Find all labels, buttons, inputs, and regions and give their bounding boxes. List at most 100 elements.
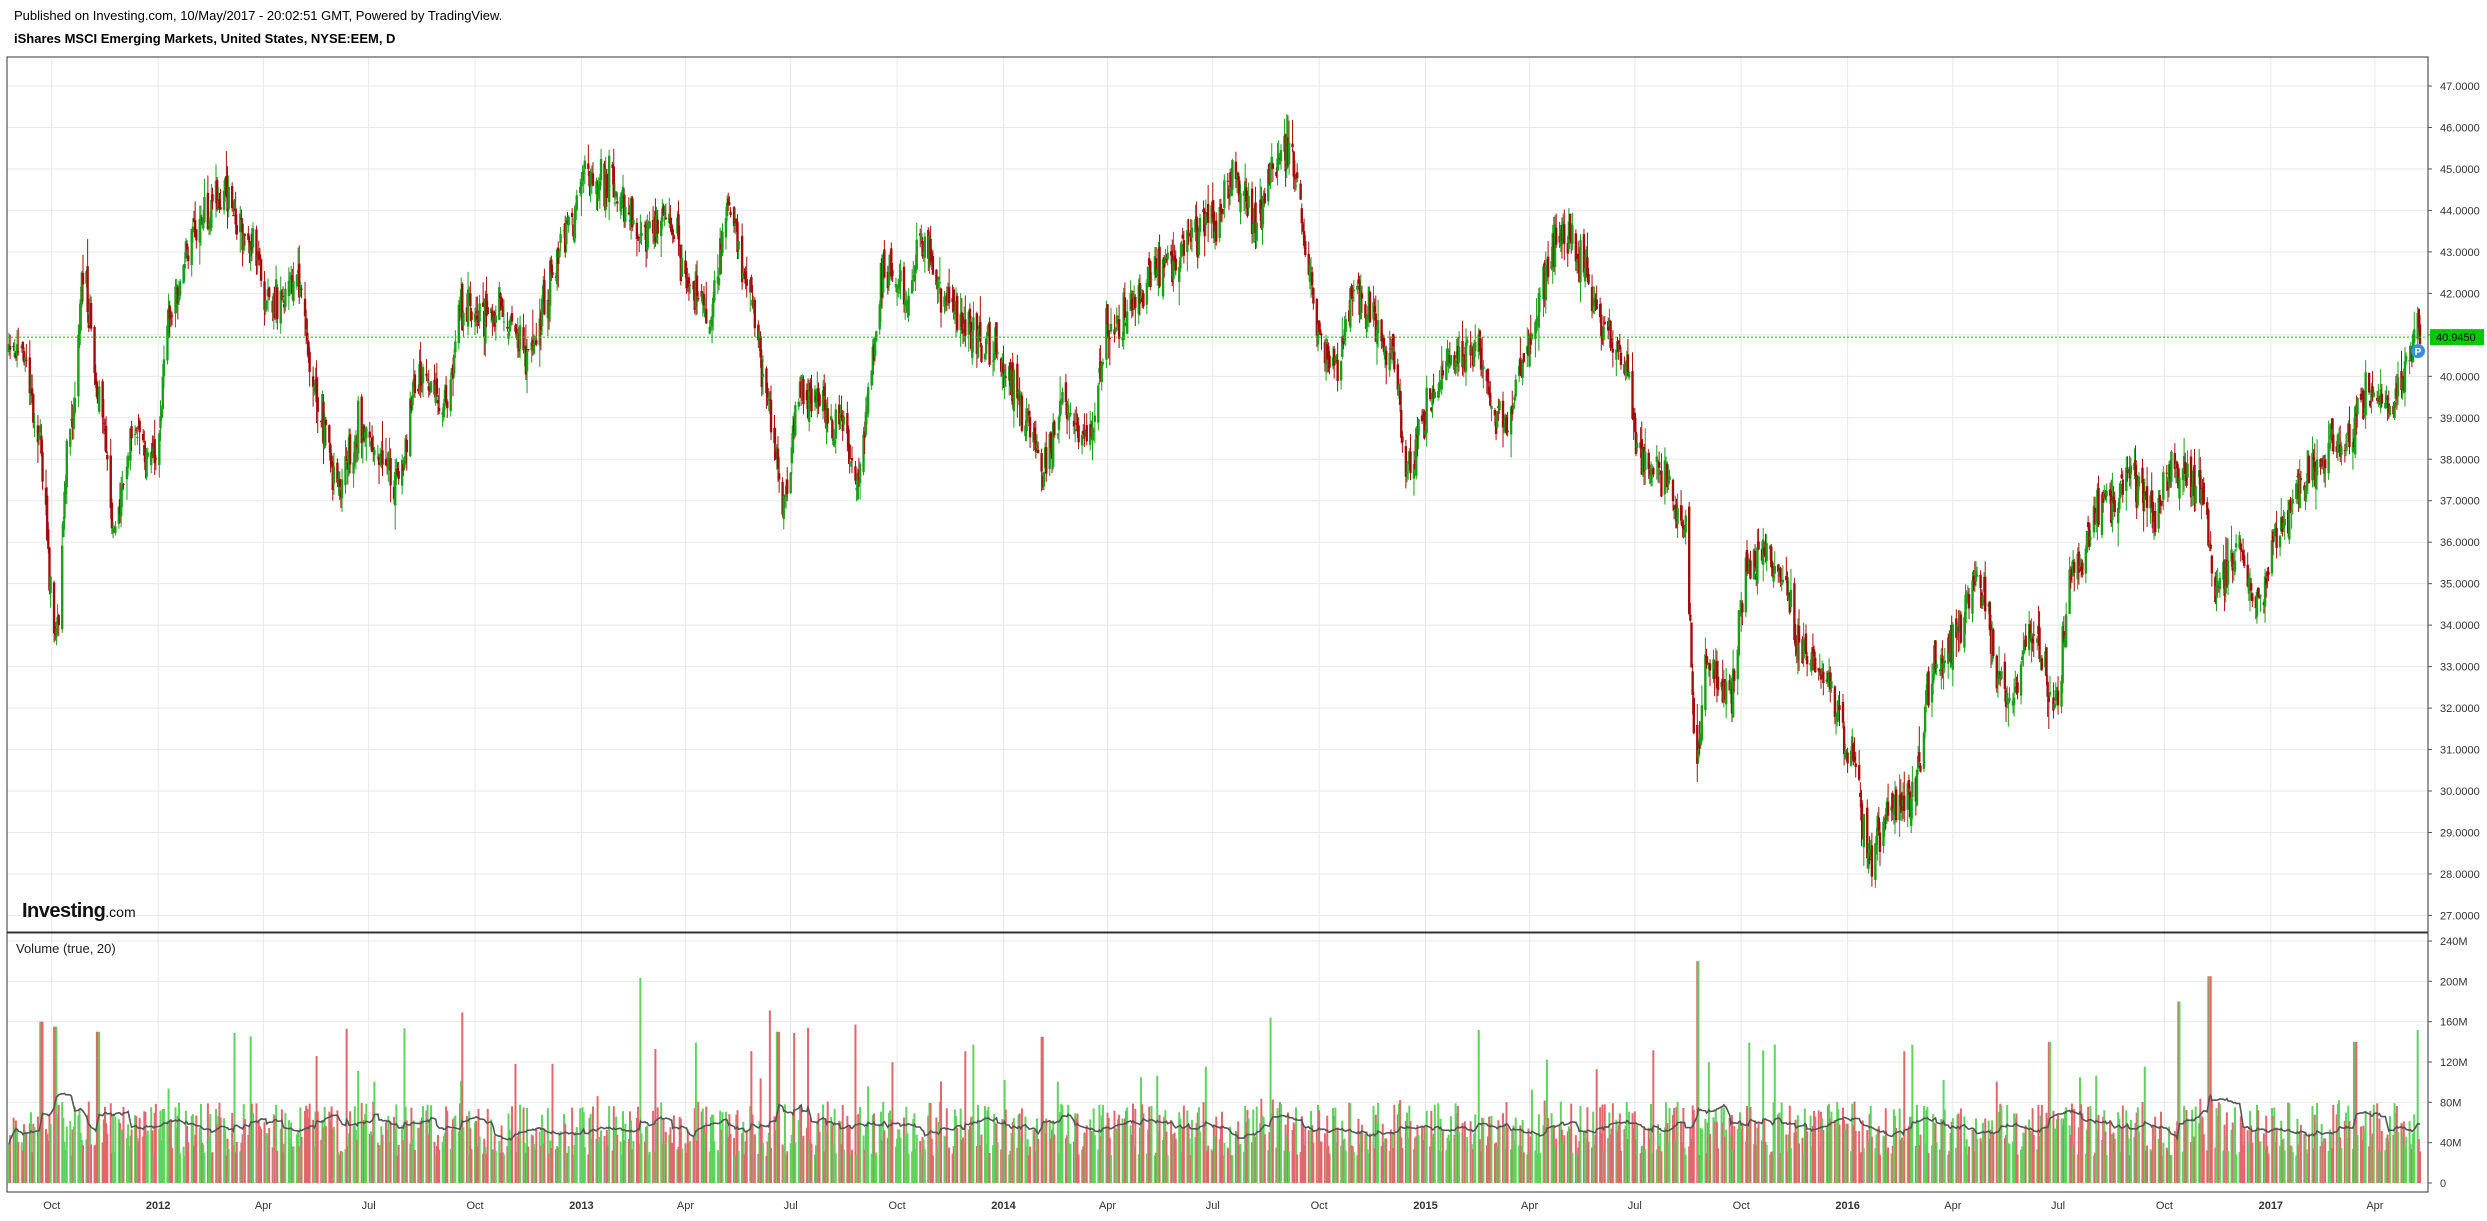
volume-bar [2032,1135,2035,1183]
volume-bar [2183,1105,2186,1183]
volume-bar [2052,1110,2055,1183]
candle-body [2327,442,2330,474]
volume-bar [1730,1115,1733,1183]
volume-bar [154,1103,157,1183]
volume-bar [1085,1125,1088,1183]
candle-body [2097,487,2100,526]
volume-bar [2233,1107,2236,1183]
candle-body [1308,264,1312,282]
volume-bar [1632,1127,1635,1183]
candle-body [259,259,263,281]
volume-bar [1089,1119,1092,1183]
candle-body [12,345,15,348]
volume-bar [1366,1149,1369,1183]
volume-bar [2048,1041,2051,1183]
candle-body [1657,461,1661,468]
volume-bar [1142,1113,1145,1183]
volume-bar [781,1144,784,1183]
volume-bar [435,1145,438,1183]
volume-bar [517,1130,520,1183]
volume-bar [1595,1069,1598,1183]
volume-bar [1697,961,1700,1183]
volume-bar [284,1112,287,1183]
candle-body [389,458,392,486]
candle-body [2288,501,2291,540]
volume-bar [1559,1101,1562,1183]
volume-bar [1617,1124,1620,1183]
candle-body [1445,360,1448,380]
volume-bar [815,1145,818,1183]
candle-body [491,311,494,321]
candle-body [2385,395,2388,409]
volume-bar [250,1103,253,1183]
volume-bar [1116,1119,1119,1183]
volume-bar [948,1147,951,1183]
volume-bar [2311,1105,2314,1183]
candle-body [761,373,765,377]
volume-bar [32,1123,35,1183]
volume-bar [2065,1107,2068,1183]
candle-body [1911,781,1914,798]
volume-bar [2125,1110,2128,1183]
volume-bar [257,1120,260,1183]
volume-bar [1754,1121,1757,1183]
candle-body [597,184,600,200]
candle-body [2275,528,2278,548]
candle-body [486,307,489,315]
volume-bar [979,1145,982,1183]
candle-body [1299,183,1302,200]
volume-bar [2146,1145,2149,1183]
candle-body [671,229,674,235]
volume-bar [2159,1111,2162,1183]
volume-bar [2283,1150,2286,1183]
volume-bar [217,1115,220,1183]
candle-body [1854,763,1857,767]
volume-bar [750,1051,753,1183]
volume-bar [2076,1154,2079,1183]
volume-bar [419,1120,422,1183]
volume-bar [1196,1112,1199,1183]
volume-bar [758,1120,761,1183]
volume-bar [1779,1153,1782,1183]
candle-body [1180,243,1183,257]
candle-body [587,163,590,170]
candle-body [1931,674,1935,684]
volume-bar [1122,1125,1125,1183]
volume-bar [211,1152,214,1183]
candle-body [348,434,352,465]
candle-body [1915,769,1919,806]
volume-bar [1064,1138,1067,1183]
candle-body [2143,493,2146,501]
volume-bar [312,1119,315,1183]
volume-bar [1238,1144,1241,1183]
candle-body [65,440,69,488]
volume-bar [2094,1152,2097,1183]
volume-bar [2280,1120,2283,1183]
volume-bar [1114,1128,1117,1183]
volume-bar [1251,1142,1254,1183]
candle-body [159,416,162,429]
volume-bar [832,1144,835,1183]
candle-body [1598,304,1602,318]
candle-body [2032,634,2035,636]
volume-bar [134,1115,137,1183]
candle-body [2111,500,2114,520]
volume-bar [724,1111,727,1183]
candle-body [2021,656,2024,661]
volume-bar [2112,1132,2115,1183]
volume-bar [2006,1104,2009,1183]
volume-bar [1352,1152,1355,1183]
candle-body [1373,306,1376,313]
candle-body [1415,427,1418,476]
volume-bar [151,1130,154,1183]
volume-bar [1676,1101,1679,1183]
volume-bar [2080,1104,2083,1183]
volume-bar [839,1121,842,1183]
candle-body [2077,551,2081,573]
candle-body [1190,227,1194,238]
volume-bar [308,1103,311,1183]
candle-body [1867,853,1870,869]
volume-bar [952,1145,955,1183]
volume-bar [550,1147,553,1183]
